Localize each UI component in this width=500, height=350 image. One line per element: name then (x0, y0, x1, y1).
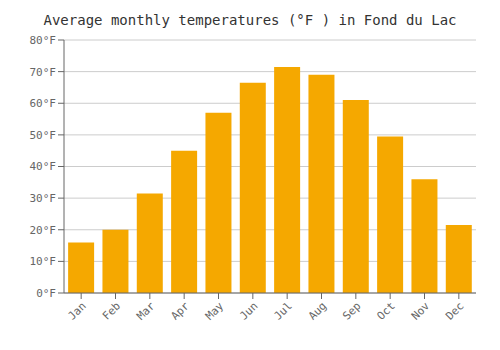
svg-text:60°F: 60°F (30, 97, 57, 110)
svg-text:Oct: Oct (375, 299, 398, 322)
svg-text:Jul: Jul (272, 299, 295, 322)
html-text:Average monthly temperatures (: Average monthly temperatures (°F ) in Fo… (43, 12, 457, 28)
svg-text:80°F: 80°F (30, 34, 57, 47)
svg-text:Mar: Mar (134, 299, 158, 323)
svg-text:0°F: 0°F (36, 287, 56, 300)
svg-text:Jan: Jan (66, 299, 89, 322)
svg-text:Nov: Nov (409, 299, 433, 323)
svg-text:70°F: 70°F (30, 66, 57, 79)
svg-text:May: May (203, 299, 227, 323)
svg-text:10°F: 10°F (30, 255, 57, 268)
svg-text:Feb: Feb (100, 299, 123, 322)
svg-text:Sep: Sep (340, 299, 363, 322)
svg-text:Dec: Dec (443, 299, 466, 322)
svg-text:30°F: 30°F (30, 192, 57, 205)
svg-text:Apr: Apr (169, 299, 193, 323)
svg-text:50°F: 50°F (30, 129, 57, 142)
svg-text:Aug: Aug (306, 299, 329, 322)
svg-text:40°F: 40°F (30, 160, 57, 173)
svg-text:Jun: Jun (237, 299, 260, 322)
svg-text:20°F: 20°F (30, 224, 57, 237)
